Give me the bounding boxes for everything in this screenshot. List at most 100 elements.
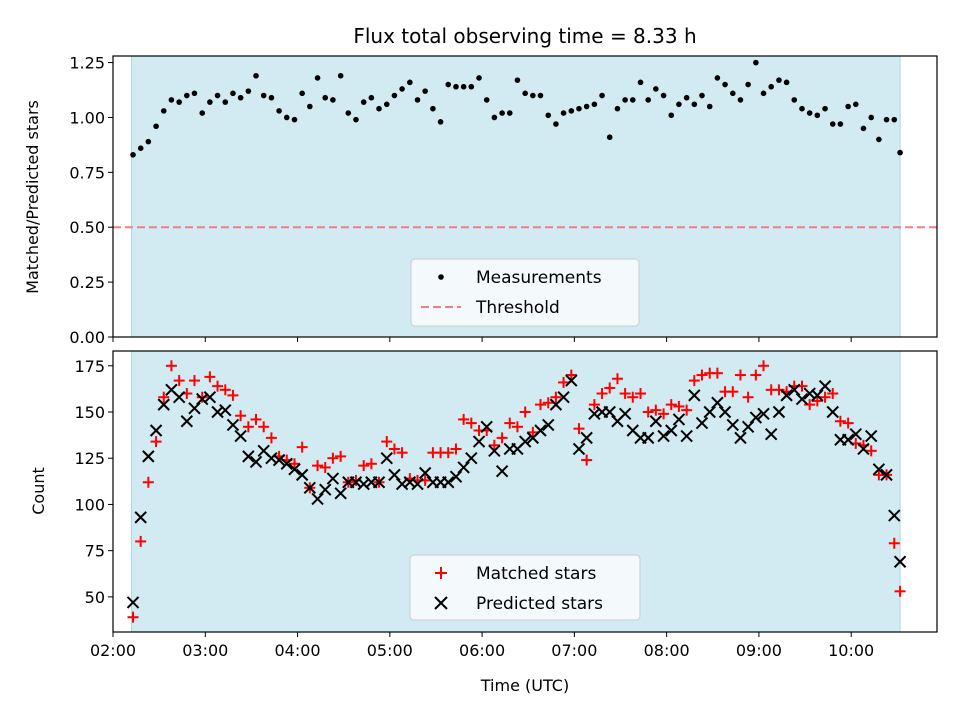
matched-star-point (773, 384, 785, 396)
predicted-star-point (442, 476, 455, 489)
predicted-star-point (311, 492, 324, 506)
legend-predicted-label: Predicted stars (476, 594, 603, 614)
measurement-point (322, 94, 329, 101)
measurement-point (222, 99, 229, 105)
predicted-star-point (641, 431, 655, 445)
measurement-point (230, 90, 236, 97)
matched-star-point (711, 367, 723, 379)
matched-star-point (635, 388, 647, 400)
predicted-star-point (196, 392, 209, 406)
measurement-point (168, 97, 175, 103)
matched-star-point (665, 399, 677, 411)
matched-star-point (204, 371, 216, 383)
predicted-star-point (380, 452, 393, 465)
predicted-star-point (357, 477, 370, 491)
measurement-point (622, 97, 628, 103)
predicted-star-point (157, 398, 170, 411)
top-y-tick-label: 0.25 (69, 273, 105, 292)
measurement-point (852, 101, 859, 108)
measurement-point (499, 110, 505, 116)
measurement-point (637, 79, 644, 86)
predicted-star-point (757, 407, 770, 421)
matched-star-point (558, 376, 570, 388)
measurement-point (883, 116, 890, 123)
measurement-point (576, 105, 582, 112)
measurement-point (153, 123, 159, 130)
bottom-legend-box (409, 554, 641, 621)
measurement-point (437, 119, 444, 125)
bottom-x-tick-label: 03:00 (182, 641, 228, 660)
matched-star-point (488, 439, 500, 451)
measurement-point (530, 92, 536, 99)
measurement-point (460, 83, 467, 90)
predicted-star-point (657, 429, 670, 443)
measurement-point (453, 83, 459, 90)
predicted-star-point (764, 427, 778, 441)
matched-star-point (535, 399, 547, 411)
legend-measurements-marker (438, 274, 444, 280)
matched-star-point (250, 413, 262, 425)
measurement-point (568, 108, 575, 114)
predicted-star-point (672, 413, 686, 426)
predicted-star-point (495, 464, 509, 478)
top-y-tick-label: 1.00 (69, 108, 105, 127)
measurement-point (891, 116, 898, 123)
bottom-x-tick-label: 08:00 (644, 641, 690, 660)
bottom-x-tick-label: 10:00 (828, 641, 874, 660)
measurement-point (314, 75, 321, 81)
matched-star-point (289, 458, 301, 470)
matched-star-point (158, 391, 170, 403)
matched-star-point (319, 461, 331, 473)
measurement-point (360, 99, 367, 105)
matched-star-point (865, 445, 877, 457)
predicted-star-point (865, 429, 878, 443)
legend-matched-label: Matched stars (476, 564, 596, 584)
matched-star-point (827, 388, 839, 400)
predicted-star-point (872, 463, 886, 476)
legend-predicted-marker (434, 596, 448, 610)
predicted-star-point (203, 391, 217, 404)
matched-star-point (673, 400, 685, 412)
matched-star-point (127, 611, 139, 623)
measurement-point (368, 94, 375, 101)
bottom-x-tick-label: 09:00 (736, 641, 782, 660)
measurement-point (806, 110, 813, 116)
matched-star-point (596, 388, 608, 400)
bottom-x-tick-label: 05:00 (367, 641, 413, 660)
predicted-star-point (688, 389, 701, 402)
matched-star-point (619, 388, 631, 400)
measurement-point (876, 136, 882, 143)
measurement-point (391, 92, 398, 99)
measurement-point (414, 97, 421, 103)
matched-star-point (265, 432, 277, 444)
matched-star-point (173, 375, 185, 387)
matched-star-point (727, 386, 739, 398)
predicted-star-point (788, 383, 801, 397)
bottom-y-axis-label: Count (29, 467, 48, 515)
predicted-star-point (326, 472, 340, 485)
measurement-point (745, 81, 751, 88)
measurement-point (897, 149, 903, 156)
matched-star-point (542, 397, 554, 409)
predicted-star-point (893, 555, 907, 568)
measurement-point (199, 110, 206, 116)
predicted-star-point (388, 468, 401, 482)
legend-threshold-label: Threshold (475, 298, 560, 318)
bottom-y-tick-label: 175 (74, 357, 105, 376)
top-y-tick-label: 1.25 (69, 54, 105, 73)
predicted-star-point (465, 452, 478, 465)
measurement-point (653, 86, 659, 92)
bottom-x-tick-label: 04:00 (274, 641, 320, 660)
x-axis-label: Time (UTC) (480, 676, 569, 695)
measurement-point (145, 138, 152, 145)
matched-star-point (681, 404, 693, 416)
matched-star-point (804, 399, 816, 411)
measurement-point (253, 72, 259, 79)
predicted-star-point (857, 442, 870, 456)
matched-star-point (758, 360, 770, 372)
predicted-star-point (219, 403, 232, 417)
predicted-star-point (211, 405, 224, 419)
measurement-point (545, 112, 552, 119)
predicted-star-point (280, 457, 293, 470)
measurement-point (260, 92, 267, 99)
